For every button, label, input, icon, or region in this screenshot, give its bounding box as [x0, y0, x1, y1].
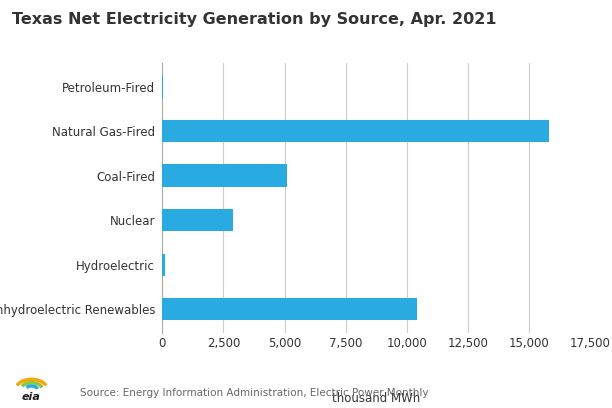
Bar: [162, 75, 163, 98]
Bar: [162, 209, 233, 231]
Bar: [162, 253, 165, 276]
Text: Source: Energy Information Administration, Electric Power Monthly: Source: Energy Information Administratio…: [80, 388, 428, 398]
Text: eia: eia: [22, 392, 41, 402]
Text: thousand MWh: thousand MWh: [332, 392, 420, 405]
Bar: [162, 298, 417, 320]
Bar: [162, 164, 287, 187]
Bar: [162, 120, 549, 142]
Text: Texas Net Electricity Generation by Source, Apr. 2021: Texas Net Electricity Generation by Sour…: [12, 12, 497, 27]
